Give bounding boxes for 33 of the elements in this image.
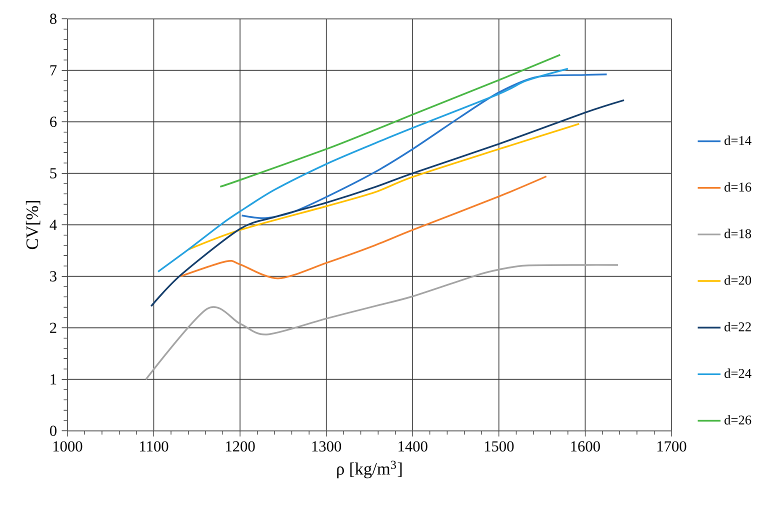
- legend-label: d=18: [724, 228, 752, 238]
- x-tick-label: 1700: [657, 441, 686, 452]
- x-tick-label: 1600: [571, 441, 600, 452]
- legend-label: d=22: [724, 322, 751, 332]
- y-tick-label: 0: [50, 426, 56, 436]
- legend-label: d=24: [724, 368, 752, 378]
- legend-label: d=16: [724, 182, 752, 192]
- y-tick-label: 5: [50, 168, 56, 178]
- y-tick-label: 1: [50, 374, 56, 384]
- y-tick-label: 2: [50, 322, 56, 333]
- x-tick-label: 1300: [312, 441, 342, 452]
- legend-label: d=14: [724, 136, 752, 146]
- y-axis-title: CV[%]: [26, 201, 40, 250]
- y-tick-label: 8: [50, 14, 56, 24]
- line-series: [187, 122, 580, 250]
- line-series: [157, 68, 569, 273]
- x-tick-label: 1200: [226, 441, 255, 452]
- y-tick-label: 3: [50, 271, 56, 282]
- legend-label: d=20: [724, 275, 752, 285]
- x-tick-label: 1400: [398, 441, 428, 452]
- x-axis-title: ρ [kg/m$^{3}$]: [337, 460, 402, 478]
- legend-label: d=26: [724, 415, 752, 425]
- line-series: [240, 74, 608, 219]
- line-series: [150, 99, 625, 308]
- y-tick-label: 7: [50, 65, 57, 76]
- line-series: [219, 54, 562, 188]
- y-tick-label: 6: [50, 116, 57, 127]
- x-tick-label: 1500: [484, 441, 514, 452]
- x-tick-label: 1100: [140, 441, 168, 452]
- line-series: [180, 176, 548, 280]
- y-tick-label: 4: [50, 220, 57, 230]
- x-tick-label: 1000: [53, 441, 82, 452]
- line-series: [145, 264, 619, 380]
